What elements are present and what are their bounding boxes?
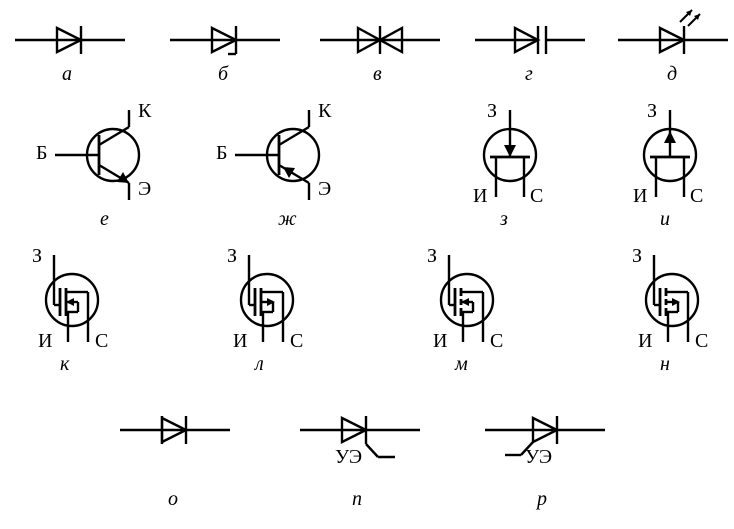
label-g: г (525, 63, 533, 86)
label-b: б (218, 63, 228, 86)
pin-m-D: С (490, 330, 503, 353)
pin-i-D: С (690, 185, 703, 208)
label-a: а (62, 63, 72, 86)
pin-z-S: И (473, 185, 487, 208)
pin-i-G: З (647, 100, 657, 123)
label-e: е (100, 208, 109, 231)
label-n: н (660, 353, 670, 376)
label-l: л (255, 353, 264, 376)
diode-zener (170, 20, 280, 65)
label-i: и (660, 208, 670, 231)
label-k: к (60, 353, 69, 376)
pin-zh-K: К (318, 100, 331, 123)
label-p: п (352, 488, 362, 511)
pin-zh-E: Э (318, 178, 331, 201)
pin-z-G: З (487, 100, 497, 123)
label-v: в (373, 63, 382, 86)
label-m: м (455, 353, 468, 376)
label-d: д (667, 63, 677, 86)
pin-l-S: И (233, 330, 247, 353)
pin-l-G: З (227, 245, 237, 268)
pin-i-S: И (633, 185, 647, 208)
pin-n-G: З (632, 245, 642, 268)
diode-rectifier (15, 20, 125, 65)
pin-l-D: С (290, 330, 303, 353)
pin-e-E: Э (138, 178, 151, 201)
thyristor-dinistor (120, 405, 230, 470)
diode-bidirectional (320, 20, 440, 65)
pin-k-S: И (38, 330, 52, 353)
pin-e-K: К (138, 100, 151, 123)
label-r: р (537, 488, 547, 511)
pin-n-S: И (638, 330, 652, 353)
pin-m-S: И (433, 330, 447, 353)
pin-r-CE: УЭ (525, 446, 552, 469)
pin-k-D: С (95, 330, 108, 353)
pin-k-G: З (32, 245, 42, 268)
label-zh: ж (278, 208, 297, 231)
diode-led (618, 8, 728, 65)
pin-zh-B: Б (216, 142, 227, 165)
pin-p-CE: УЭ (335, 446, 362, 469)
pin-n-D: С (695, 330, 708, 353)
pin-m-G: З (427, 245, 437, 268)
pin-e-B: Б (36, 142, 47, 165)
label-o: о (168, 488, 178, 511)
pin-z-D: С (530, 185, 543, 208)
label-z: з (500, 208, 508, 231)
diode-varicap (475, 20, 585, 65)
